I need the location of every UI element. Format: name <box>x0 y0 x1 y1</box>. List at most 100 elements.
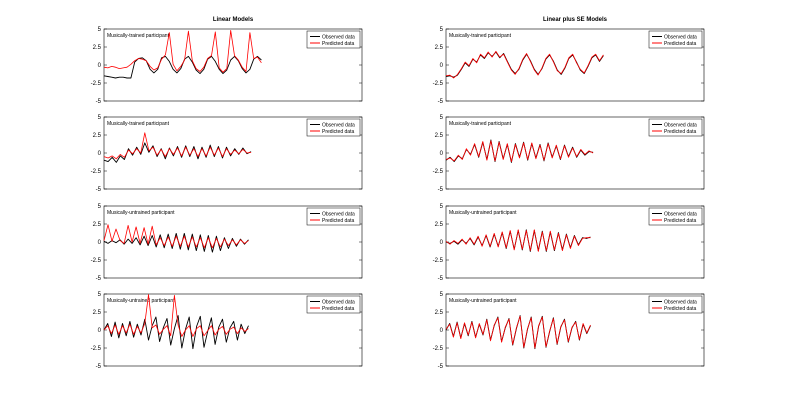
panel-subtitle: Musically-untrained participant <box>449 210 517 216</box>
predicted-series-line <box>103 132 252 160</box>
legend-box <box>648 118 703 137</box>
y-tick-label: -5 <box>438 187 444 193</box>
panel-1: 5 2.5 0 -2.5 -5 Musically-trained participant… <box>91 27 363 105</box>
y-tick-label: 0 <box>98 240 102 246</box>
panel-subtitle: Musically-untrained participant <box>449 298 517 304</box>
y-tick-label: 5 <box>98 27 102 33</box>
legend-box <box>648 295 703 314</box>
y-tick-label: 0 <box>98 151 102 157</box>
observed-series-line <box>103 142 252 163</box>
y-tick-label: -5 <box>96 187 102 193</box>
legend-label-observed: Observed data <box>322 211 355 217</box>
predicted-series-line <box>103 294 249 337</box>
y-tick-label: 2.5 <box>93 45 102 51</box>
legend-label-observed: Observed data <box>322 299 355 305</box>
panel-8: 5 2.5 0 -2.5 -5 Musically-untrained participa… <box>433 292 705 370</box>
y-tick-label: 0 <box>440 63 444 69</box>
legend-label-predicted: Predicted data <box>664 218 696 224</box>
y-tick-label: 5 <box>98 115 102 121</box>
panel-subtitle: Musically-untrained participant <box>107 210 175 216</box>
legend-label-observed: Observed data <box>664 299 697 305</box>
legend-box <box>648 30 703 49</box>
panel-subtitle: Musically-trained participant <box>107 33 170 39</box>
y-tick-label: -2.5 <box>433 169 444 175</box>
y-tick-label: -5 <box>438 99 444 105</box>
y-tick-label: -5 <box>96 99 102 105</box>
legend-label-predicted: Predicted data <box>664 129 696 135</box>
predicted-series-line <box>103 224 249 249</box>
y-tick-label: 5 <box>440 292 444 298</box>
legend-label-predicted: Predicted data <box>664 41 696 47</box>
y-tick-label: -2.5 <box>91 258 102 264</box>
legend-label-predicted: Predicted data <box>322 41 354 47</box>
legend-label-observed: Observed data <box>664 34 697 40</box>
panel-7: 5 2.5 0 -2.5 -5 Musically-untrained participa… <box>433 204 705 282</box>
column-title-right: Linear plus SE Models <box>543 17 608 23</box>
legend-box <box>306 118 361 137</box>
legend-label-observed: Observed data <box>322 34 355 40</box>
column-title-left: Linear Models <box>213 17 254 23</box>
y-tick-label: -5 <box>96 364 102 370</box>
legend-label-observed: Observed data <box>664 122 697 128</box>
y-tick-label: 0 <box>440 240 444 246</box>
predicted-series-line <box>445 229 591 252</box>
y-tick-label: 5 <box>98 292 102 298</box>
y-tick-label: 2.5 <box>93 133 102 139</box>
panel-subtitle: Musically-trained participant <box>449 121 512 127</box>
legend-label-predicted: Predicted data <box>322 129 354 135</box>
y-tick-label: 5 <box>98 204 102 210</box>
panel-6: 5 2.5 0 -2.5 -5 Musically-trained participant… <box>433 115 705 193</box>
y-tick-label: -5 <box>438 276 444 282</box>
predicted-series-line <box>445 50 604 79</box>
y-tick-label: -5 <box>96 276 102 282</box>
predicted-series-line <box>445 140 594 163</box>
y-tick-label: -2.5 <box>433 258 444 264</box>
y-tick-label: 2.5 <box>93 310 102 316</box>
y-tick-label: -5 <box>438 364 444 370</box>
y-tick-label: 2.5 <box>93 222 102 228</box>
y-tick-label: -2.5 <box>91 169 102 175</box>
legend-box <box>306 207 361 226</box>
y-tick-label: 0 <box>440 328 444 334</box>
y-tick-label: 0 <box>440 151 444 157</box>
legend-label-predicted: Predicted data <box>664 306 696 312</box>
panel-5: 5 2.5 0 -2.5 -5 Musically-trained participant… <box>433 27 705 105</box>
panel-subtitle: Musically-trained participant <box>449 33 512 39</box>
y-tick-label: 2.5 <box>435 45 444 51</box>
panels-group: 5 2.5 0 -2.5 -5 Musically-trained participant… <box>91 27 705 370</box>
y-tick-label: 5 <box>440 115 444 121</box>
legend-box <box>648 207 703 226</box>
y-tick-label: -2.5 <box>433 81 444 87</box>
panel-4: 5 2.5 0 -2.5 -5 Musically-untrained participa… <box>91 292 363 370</box>
y-tick-label: 2.5 <box>435 222 444 228</box>
y-tick-label: 5 <box>440 204 444 210</box>
panel-subtitle: Musically-trained participant <box>107 121 170 127</box>
legend-label-predicted: Predicted data <box>322 306 354 312</box>
y-tick-label: 2.5 <box>435 310 444 316</box>
legend-box <box>306 295 361 314</box>
panel-2: 5 2.5 0 -2.5 -5 Musically-trained participant… <box>91 115 363 193</box>
panel-subtitle: Musically-untrained participant <box>107 298 175 304</box>
predicted-series-line <box>445 315 591 349</box>
y-tick-label: -2.5 <box>433 346 444 352</box>
y-tick-label: 2.5 <box>435 133 444 139</box>
predicted-series-line <box>103 29 262 73</box>
legend-label-observed: Observed data <box>322 122 355 128</box>
y-tick-label: 0 <box>98 63 102 69</box>
y-tick-label: -2.5 <box>91 81 102 87</box>
observed-series-line <box>103 232 249 253</box>
legend-label-observed: Observed data <box>664 211 697 217</box>
y-tick-label: -2.5 <box>91 346 102 352</box>
legend-label-predicted: Predicted data <box>322 218 354 224</box>
y-tick-label: 5 <box>440 27 444 33</box>
panel-3: 5 2.5 0 -2.5 -5 Musically-untrained participa… <box>91 204 363 282</box>
